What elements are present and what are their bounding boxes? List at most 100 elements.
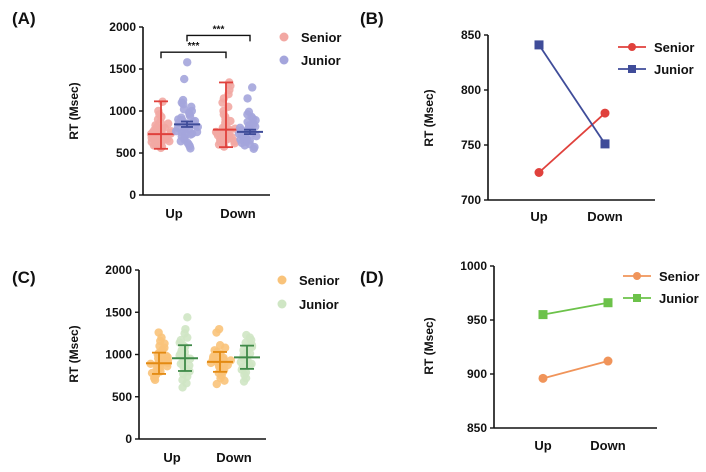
data-point-circle xyxy=(534,168,544,177)
data-point-square xyxy=(600,139,610,149)
data-point xyxy=(243,94,252,103)
significance-label: *** xyxy=(213,24,225,35)
y-tick-label: 700 xyxy=(461,193,481,207)
legend-item-junior: Junior xyxy=(618,62,694,77)
y-tick-label: 500 xyxy=(112,390,132,404)
data-point-circle xyxy=(538,373,548,383)
y-tick-label: 0 xyxy=(129,188,136,202)
legend-item-junior: Junior xyxy=(277,297,339,312)
legend-label: Senior xyxy=(301,30,341,45)
legend-item-senior: Senior xyxy=(623,269,699,284)
legend-marker-square xyxy=(628,65,636,73)
series-line xyxy=(542,301,609,316)
data-point xyxy=(154,328,163,337)
series-line xyxy=(538,112,606,174)
y-tick-label: 900 xyxy=(467,367,487,381)
y-tick-label: 850 xyxy=(467,421,487,435)
y-tick-label: 500 xyxy=(116,146,136,160)
data-point xyxy=(244,107,254,117)
data-point xyxy=(226,356,235,365)
panel-c: (C) 0 500 1000 1500 2000 Up Down RT (Msec) Senior… xyxy=(12,263,339,465)
series-senior xyxy=(146,324,235,389)
data-point-square xyxy=(538,310,548,320)
data-point-circle xyxy=(603,356,613,366)
data-point xyxy=(176,335,186,345)
data-point xyxy=(163,119,173,128)
legend-item-senior: Senior xyxy=(279,30,341,45)
legend-label: Junior xyxy=(659,291,699,306)
y-tick-label: 1000 xyxy=(460,259,487,273)
legend-marker-circle xyxy=(633,272,641,280)
legend-marker-circle xyxy=(628,43,636,51)
data-point xyxy=(183,313,192,322)
panel-label: (B) xyxy=(360,9,384,28)
y-axis-title: RT (Msec) xyxy=(67,82,81,139)
y-tick-label: 1500 xyxy=(105,305,132,319)
data-point-square xyxy=(534,40,544,50)
legend-marker-dot xyxy=(279,32,289,42)
x-tick-label: Down xyxy=(587,209,622,224)
y-tick-label: 0 xyxy=(125,432,132,446)
panel-d: (D) 850 900 950 1000 Up Down RT (Msec) Senior Jun… xyxy=(360,259,699,453)
x-tick-label: Up xyxy=(163,450,180,465)
series-senior xyxy=(538,356,613,383)
x-tick-label: Down xyxy=(216,450,251,465)
data-point xyxy=(215,341,225,350)
series-junior xyxy=(171,58,263,153)
x-tick-label: Up xyxy=(534,438,551,453)
data-point xyxy=(214,324,224,334)
legend-marker-dot xyxy=(277,275,287,285)
y-axis-title: RT (Msec) xyxy=(422,317,436,374)
legend-item-junior: Junior xyxy=(623,291,699,306)
y-tick-label: 800 xyxy=(461,83,481,97)
series-senior xyxy=(534,108,610,177)
y-tick-label: 2000 xyxy=(105,263,132,277)
legend-item-junior: Junior xyxy=(279,53,341,68)
series-line xyxy=(542,360,609,380)
y-tick-label: 750 xyxy=(461,138,481,152)
legend-marker-square xyxy=(633,294,641,302)
y-tick-label: 850 xyxy=(461,28,481,42)
legend-marker-dot xyxy=(277,299,287,309)
series-line xyxy=(538,44,606,145)
panel-b: (B) 700 750 800 850 Up Down RT (Msec) Senior Juni… xyxy=(360,9,694,224)
series-junior xyxy=(172,313,260,392)
data-point xyxy=(185,361,194,370)
bracket-line xyxy=(186,34,251,42)
significance-label: *** xyxy=(188,41,200,52)
legend-label: Senior xyxy=(659,269,699,284)
panel-label: (D) xyxy=(360,268,384,287)
data-point xyxy=(180,74,189,84)
panel-a: (A) 0 500 1000 1500 2000 Up Down RT (Msec) *** ***… xyxy=(12,9,341,221)
data-point xyxy=(242,330,251,340)
x-tick-label: Down xyxy=(220,206,255,221)
significance-bracket: *** xyxy=(186,24,251,42)
series-junior xyxy=(538,298,613,320)
data-point xyxy=(178,95,188,105)
y-tick-label: 2000 xyxy=(109,20,136,34)
legend-item-senior: Senior xyxy=(618,40,694,55)
x-tick-label: Up xyxy=(530,209,547,224)
data-point-square xyxy=(603,298,613,308)
data-point-circle xyxy=(600,108,610,118)
legend-label: Junior xyxy=(301,53,341,68)
bracket-line xyxy=(160,51,227,59)
panel-label: (C) xyxy=(12,268,36,287)
x-tick-label: Down xyxy=(590,438,625,453)
data-point xyxy=(183,58,192,67)
legend-label: Junior xyxy=(299,297,339,312)
legend-item-senior: Senior xyxy=(277,273,339,288)
series-senior xyxy=(146,78,240,153)
y-axis-title: RT (Msec) xyxy=(422,89,436,146)
data-point xyxy=(187,102,196,112)
series-junior xyxy=(534,40,610,149)
y-axis-title: RT (Msec) xyxy=(67,325,81,382)
data-point xyxy=(248,83,257,92)
data-point xyxy=(177,113,186,122)
y-tick-label: 950 xyxy=(467,313,487,327)
x-tick-label: Up xyxy=(165,206,182,221)
legend-label: Senior xyxy=(654,40,694,55)
data-point xyxy=(181,324,190,334)
data-point xyxy=(235,123,245,132)
